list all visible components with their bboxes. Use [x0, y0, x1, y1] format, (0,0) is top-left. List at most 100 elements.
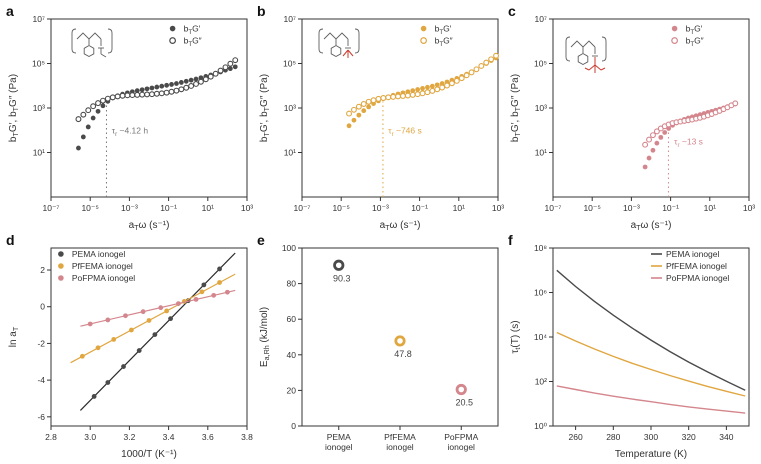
svg-text:47.8: 47.8 — [394, 349, 412, 359]
svg-text:10⁴: 10⁴ — [534, 332, 547, 342]
svg-text:bTG′: bTG′ — [184, 24, 201, 36]
svg-text:τr ~746 s: τr ~746 s — [388, 126, 422, 138]
svg-text:20.5: 20.5 — [455, 398, 473, 408]
panel-c-label: c — [508, 3, 516, 19]
svg-text:300: 300 — [644, 432, 658, 442]
svg-text:10⁷: 10⁷ — [534, 14, 547, 24]
svg-text:-4: -4 — [37, 375, 45, 385]
panel-a: a 10⁻⁷ 10⁻⁵ 10⁻³ 10⁻¹ 10¹ 10³ 10¹ 10³ 10⁵ 10⁷ aTω … — [6, 4, 257, 233]
svg-text:10⁵: 10⁵ — [32, 59, 45, 69]
svg-text:10¹: 10¹ — [453, 203, 465, 213]
panel-f: f 260 280 300 320 340 10⁰ 10² 10⁴ 10⁶ 10⁸ Temperat… — [508, 233, 759, 462]
svg-text:280: 280 — [606, 432, 620, 442]
panel-d: d 2.8 3.0 3.2 3.4 3.6 3.8 -6 -4 -2 0 2 1000/T (K⁻¹)… — [6, 233, 257, 462]
svg-text:3.8: 3.8 — [241, 432, 253, 442]
panel-b-label: b — [257, 3, 266, 19]
svg-text:10¹: 10¹ — [704, 203, 716, 213]
svg-text:20: 20 — [287, 385, 297, 395]
svg-text:10³: 10³ — [33, 103, 45, 113]
panel-a-chart: 10⁻⁷ 10⁻⁵ 10⁻³ 10⁻¹ 10¹ 10³ 10¹ 10³ 10⁵ 10⁷ aTω (s… — [8, 14, 253, 232]
svg-text:ionogel: ionogel — [448, 442, 476, 452]
svg-text:10⁻³: 10⁻³ — [623, 203, 640, 213]
svg-text:PoFPMA ionogel: PoFPMA ionogel — [72, 273, 135, 283]
svg-text:10³: 10³ — [535, 103, 547, 113]
svg-text:PoFPMA ionogel: PoFPMA ionogel — [666, 273, 729, 283]
svg-text:0: 0 — [40, 302, 45, 312]
svg-text:10⁻⁷: 10⁻⁷ — [42, 203, 59, 213]
svg-text:PfFEMA ionogel: PfFEMA ionogel — [72, 261, 133, 271]
svg-text:10⁵: 10⁵ — [534, 59, 547, 69]
svg-text:10⁶: 10⁶ — [534, 288, 547, 298]
svg-text:bTG″: bTG″ — [435, 36, 453, 48]
svg-text:ln aT: ln aT — [8, 326, 20, 347]
svg-text:3.4: 3.4 — [163, 432, 175, 442]
svg-text:PEMA ionogel: PEMA ionogel — [72, 249, 126, 259]
chemical-structure-inset — [318, 28, 360, 58]
svg-text:40: 40 — [287, 350, 297, 360]
svg-text:10⁻⁷: 10⁻⁷ — [293, 203, 310, 213]
chemical-structure-inset — [71, 28, 113, 58]
svg-text:10⁸: 10⁸ — [534, 243, 547, 253]
panel-b: b 10⁻⁷ 10⁻⁵ 10⁻³ 10⁻¹ 10¹ 10³ 10¹ 10³ 10⁵ 10⁷ aTω … — [257, 4, 508, 233]
svg-text:10⁻¹: 10⁻¹ — [160, 203, 177, 213]
svg-text:10⁻⁵: 10⁻⁵ — [332, 203, 349, 213]
svg-text:τr ~13 s: τr ~13 s — [674, 137, 703, 149]
svg-text:10⁷: 10⁷ — [32, 14, 45, 24]
svg-text:260: 260 — [569, 432, 583, 442]
svg-text:1000/T (K⁻¹): 1000/T (K⁻¹) — [121, 449, 177, 460]
svg-text:bTG′, bTG″ (Pa): bTG′, bTG″ (Pa) — [8, 74, 20, 142]
svg-text:bTG′: bTG′ — [435, 24, 452, 36]
svg-text:340: 340 — [719, 432, 733, 442]
svg-text:3.0: 3.0 — [84, 432, 96, 442]
svg-text:aTω (s⁻¹): aTω (s⁻¹) — [380, 220, 421, 232]
svg-text:-2: -2 — [37, 338, 45, 348]
svg-text:10³: 10³ — [743, 203, 755, 213]
svg-text:3.2: 3.2 — [123, 432, 135, 442]
panel-a-label: a — [6, 3, 14, 19]
svg-text:0: 0 — [291, 421, 296, 431]
svg-text:PfFEMA: PfFEMA — [384, 432, 416, 442]
svg-text:10²: 10² — [535, 377, 547, 387]
panel-e: e PEMA ionogel PfFEMA ionogel PoFPMA ionogel 0… — [257, 233, 508, 462]
svg-text:10¹: 10¹ — [33, 148, 45, 158]
svg-text:PoFPMA: PoFPMA — [444, 432, 478, 442]
svg-text:10⁻³: 10⁻³ — [372, 203, 389, 213]
svg-text:10³: 10³ — [284, 103, 296, 113]
svg-text:2.8: 2.8 — [45, 432, 57, 442]
panel-f-label: f — [508, 232, 513, 248]
panel-c-chart: 10⁻⁷ 10⁻⁵ 10⁻³ 10⁻¹ 10¹ 10³ 10¹ 10³ 10⁵ 10⁷ aTω (s… — [510, 14, 755, 232]
svg-text:PEMA ionogel: PEMA ionogel — [666, 249, 720, 259]
svg-text:-6: -6 — [37, 412, 45, 422]
svg-text:10⁻¹: 10⁻¹ — [662, 203, 679, 213]
svg-text:ionogel: ionogel — [325, 442, 353, 452]
svg-text:100: 100 — [282, 243, 296, 253]
svg-text:τr ~4.12 h: τr ~4.12 h — [112, 126, 149, 138]
svg-text:bTG′, bTG″ (Pa): bTG′, bTG″ (Pa) — [510, 74, 522, 142]
svg-text:Temperature (K): Temperature (K) — [615, 449, 687, 460]
svg-text:80: 80 — [287, 279, 297, 289]
svg-text:10¹: 10¹ — [202, 203, 214, 213]
svg-text:10⁻³: 10⁻³ — [121, 203, 138, 213]
svg-text:ionogel: ionogel — [386, 442, 414, 452]
svg-text:bTG′, bTG″ (Pa): bTG′, bTG″ (Pa) — [259, 74, 271, 142]
svg-text:Ea,Rh (kJ/mol): Ea,Rh (kJ/mol) — [259, 307, 271, 367]
svg-text:10³: 10³ — [492, 203, 504, 213]
svg-text:PfFEMA ionogel: PfFEMA ionogel — [666, 261, 727, 271]
panel-f-chart: 260 280 300 320 340 10⁰ 10² 10⁴ 10⁶ 10⁸ Temperatur… — [510, 243, 750, 460]
svg-text:bTG″: bTG″ — [686, 36, 704, 48]
svg-text:320: 320 — [682, 432, 696, 442]
svg-text:bTG″: bTG″ — [184, 36, 202, 48]
panel-b-chart: 10⁻⁷ 10⁻⁵ 10⁻³ 10⁻¹ 10¹ 10³ 10¹ 10³ 10⁵ 10⁷ aTω (s… — [259, 14, 504, 232]
svg-text:10⁰: 10⁰ — [534, 421, 547, 431]
svg-text:10¹: 10¹ — [535, 148, 547, 158]
svg-text:aTω (s⁻¹): aTω (s⁻¹) — [631, 220, 672, 232]
panel-c: c 10⁻⁷ 10⁻⁵ 10⁻³ 10⁻¹ 10¹ 10³ 10¹ 10³ 10⁵ 10⁷ aTω … — [508, 4, 759, 233]
svg-text:10⁵: 10⁵ — [283, 59, 296, 69]
svg-text:3.6: 3.6 — [202, 432, 214, 442]
svg-text:PEMA: PEMA — [327, 432, 351, 442]
svg-text:aTω (s⁻¹): aTω (s⁻¹) — [129, 220, 170, 232]
panel-e-chart: PEMAionogelPfFEMAionogelPoFPMAionogel020… — [259, 243, 499, 452]
chemical-structure-inset — [565, 36, 607, 66]
panel-e-label: e — [257, 232, 265, 248]
